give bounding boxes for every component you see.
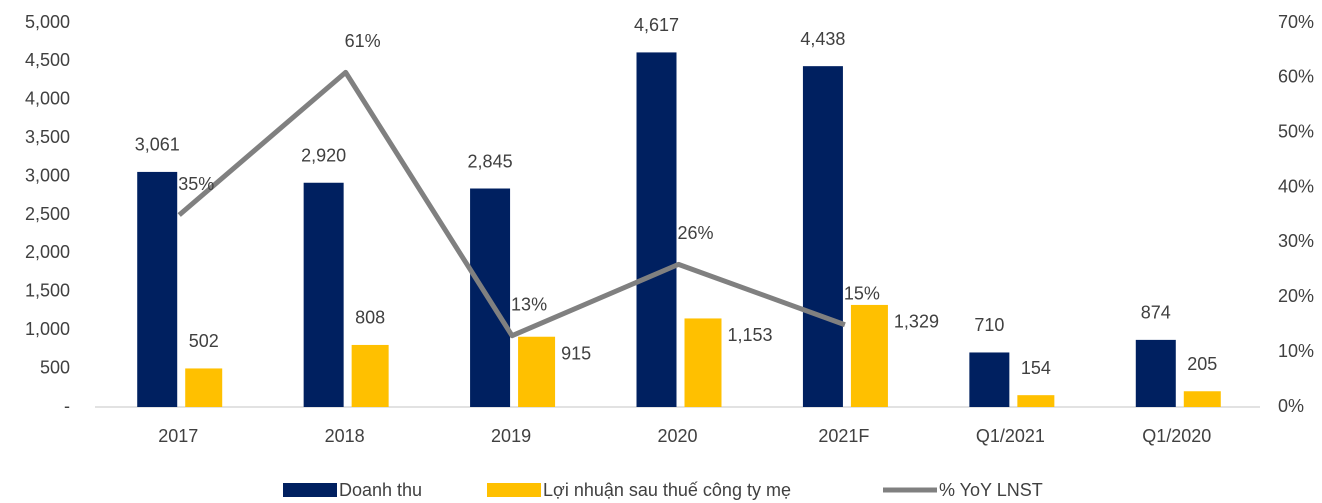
y-tick-label: 3,500 [25,127,70,147]
data-label: 61% [345,31,381,51]
data-label: 26% [677,223,713,243]
legend-label: % YoY LNST [939,480,1043,500]
y-tick-label: 4,000 [25,89,70,109]
y2-tick-label: 0% [1278,396,1304,416]
y2-tick-label: 30% [1278,231,1314,251]
data-label: 874 [1141,303,1171,323]
x-tick-label: 2020 [657,426,697,446]
data-label: 808 [355,308,385,328]
y2-tick-label: 40% [1278,176,1314,196]
y-tick-label: 1,500 [25,281,70,301]
data-label: 3,061 [135,135,180,155]
bar [351,344,389,407]
x-tick-label: 2019 [491,426,531,446]
bar [850,304,888,407]
bar [636,52,677,407]
x-tick-label: 2021F [818,426,869,446]
data-label: 15% [844,283,880,303]
legend-swatch [283,483,337,497]
y-tick-label: 5,000 [25,12,70,32]
data-label: 13% [511,294,547,314]
bar [137,171,178,407]
bar [802,66,843,408]
data-label: 1,329 [894,312,939,332]
y-tick-label: 2,000 [25,242,70,262]
bar [518,336,556,407]
data-label: 154 [1021,358,1051,378]
bar [1017,395,1055,407]
data-label: 205 [1187,354,1217,374]
data-label: 502 [189,331,219,351]
bar [303,182,344,407]
y2-tick-label: 70% [1278,12,1314,32]
y2-tick-label: 20% [1278,286,1314,306]
line [177,69,846,339]
data-label: 1,153 [728,325,773,345]
bar [684,318,722,407]
y-tick-label: 2,500 [25,204,70,224]
y-tick-label: 500 [40,357,70,377]
bar [1183,391,1221,407]
x-tick-label: 2018 [325,426,365,446]
legend-label: Doanh thu [339,480,422,500]
bar [969,352,1010,407]
y2-tick-label: 10% [1278,341,1314,361]
legend-swatch [487,483,541,497]
y-tick-label: 3,000 [25,165,70,185]
y-tick-label: 1,000 [25,319,70,339]
x-tick-label: Q1/2020 [1142,426,1211,446]
y2-tick-label: 60% [1278,67,1314,87]
data-label: 2,845 [468,151,513,171]
y-tick-label: - [64,396,70,416]
data-label: 35% [178,174,214,194]
data-label: 2,920 [301,145,346,165]
bar [185,368,223,407]
y2-tick-label: 50% [1278,121,1314,141]
bar [1135,339,1176,407]
x-tick-label: Q1/2021 [976,426,1045,446]
legend-label: Lợi nhuận sau thuế công ty mẹ [543,480,791,500]
data-label: 4,438 [800,29,845,49]
x-tick-label: 2017 [158,426,198,446]
data-label: 915 [561,343,591,363]
y-tick-label: 4,500 [25,50,70,70]
data-label: 4,617 [634,15,679,35]
data-label: 710 [974,315,1004,335]
